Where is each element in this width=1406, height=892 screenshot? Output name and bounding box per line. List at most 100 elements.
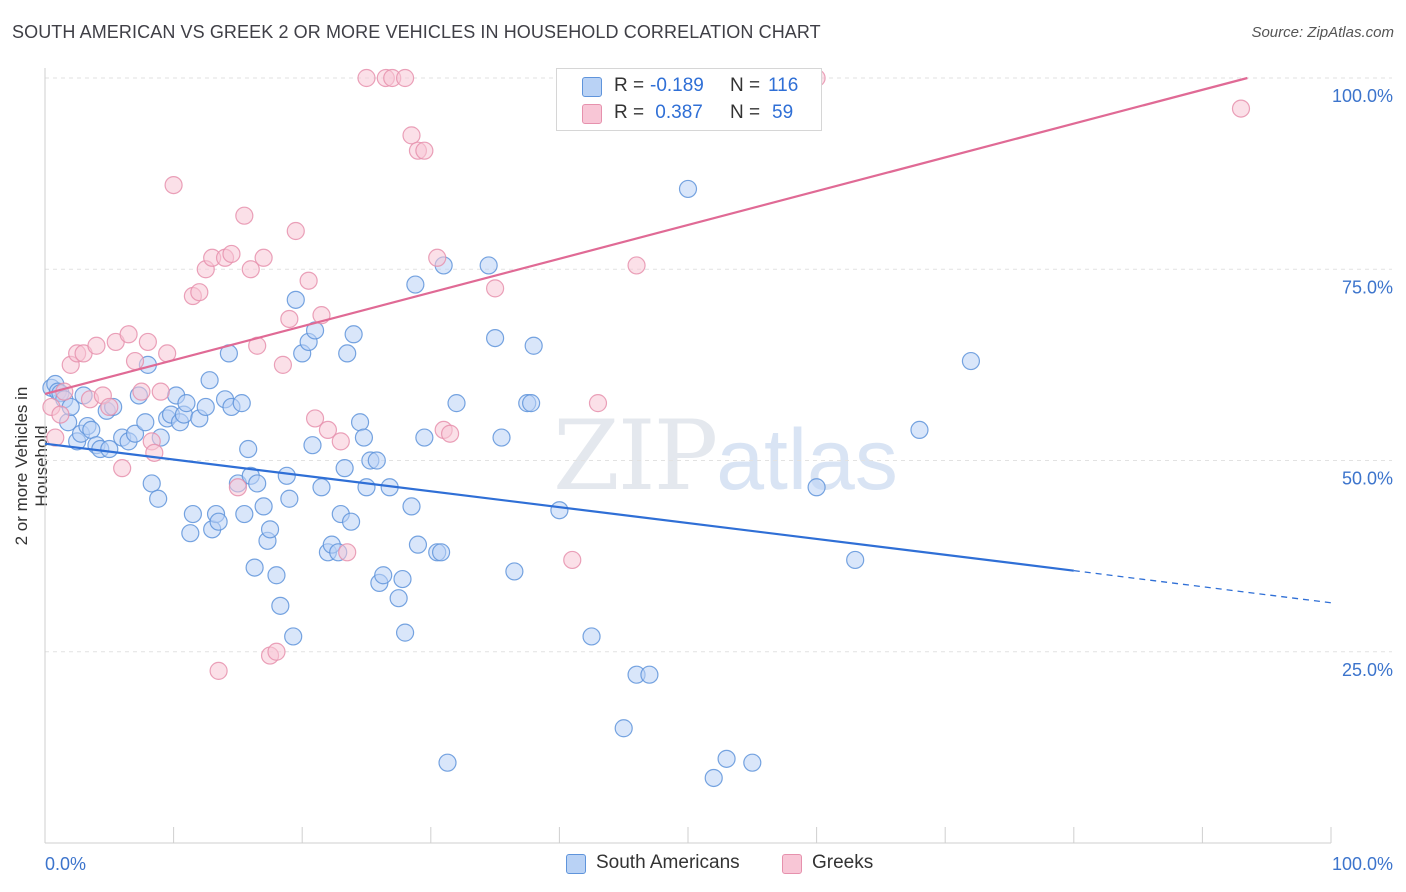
trend-lines [44,76,1332,604]
greek-point [46,428,65,447]
south-american-point [395,623,415,642]
south-american-point [522,394,541,413]
axes [44,68,1332,844]
south-american-point [200,371,219,390]
tick-labels: 25.0% 50.0% 75.0% 100.0% 0.0% 100.0% [45,86,1393,874]
greek-point [241,260,260,279]
watermark: ZIPatlas [553,400,898,512]
south-american-point [254,497,273,516]
greek-point [113,459,132,478]
greek-point [486,279,505,298]
greek-point [151,382,170,401]
y-tick-label-25: 25.0% [1342,660,1393,680]
x-tick-label-100: 100.0% [1332,854,1393,874]
south-american-point [303,436,322,455]
greek-point [440,424,460,443]
greek-point [87,336,106,355]
south-american-point [374,566,393,585]
south-american-point [678,179,698,199]
correlation-legend: R = -0.189 N = 116 R = 0.387 N = 59 [556,68,822,131]
south-american-point [312,478,331,497]
greek-point [280,309,299,329]
greek-point [209,661,228,680]
south-american-point [284,627,303,646]
y-tick-label-75: 75.0% [1342,277,1393,297]
south-american-point [235,504,254,524]
south-american-point [807,478,826,497]
south-american-point [367,451,386,470]
greek-swatch [582,104,602,124]
legend-n-label: N = [730,102,761,123]
south-american-point [100,439,119,459]
greek-point [222,244,241,264]
greek-point [563,550,582,570]
greek-point [428,248,447,267]
south-american-point [142,474,161,493]
south-american-point [271,596,290,615]
south-american-point [438,753,457,772]
greek-point [138,332,157,352]
south-american-point [239,439,258,459]
south-american-point [486,329,505,348]
south-american-point [640,665,659,684]
south-american-point [344,325,363,344]
legend-r-value: -0.189 [650,75,704,96]
south-american-point [406,275,425,294]
south-american-point [350,413,370,432]
south-american-point [341,512,361,531]
greek-point [627,256,646,275]
south-american-point [961,351,981,371]
south-american-point [277,466,296,485]
chart-title: SOUTH AMERICAN VS GREEK 2 OR MORE VEHICL… [12,22,821,42]
south-american-point [393,569,412,589]
greek-point [1231,99,1251,118]
greek-point [164,176,183,195]
south-american-point [232,394,251,413]
source-credit: Source: ZipAtlas.com [1251,24,1394,41]
greek-trend-line [44,76,1248,396]
greek-point [286,221,305,241]
legend-n-label: N = [730,75,761,96]
legend-r-label: R = [614,102,645,123]
south-american-trend-extension [1073,570,1332,604]
greek-point [318,420,338,439]
south-american-point [717,749,736,768]
greek-point [357,68,376,88]
south-american-point [431,543,451,562]
south-american-point [338,344,357,363]
south-american-swatch [566,854,586,874]
south-american-point [136,413,155,432]
south-american-point [181,524,200,543]
south-american-point [505,562,524,581]
south-american-point [149,489,168,508]
greek-point [51,405,70,424]
south-american-points [42,179,981,788]
greek-point [395,68,415,88]
south-american-point [196,397,215,417]
south-american-point [286,290,305,309]
south-american-point [402,497,421,516]
greek-point [267,642,286,661]
south-american-point [335,459,354,478]
greek-legend-label: Greeks [812,852,874,873]
greek-point [190,283,209,302]
south-american-point [245,558,264,577]
south-american-point [550,501,569,520]
greek-point [273,355,293,374]
south-american-swatch [582,77,602,97]
greek-point [55,382,74,401]
greek-point [402,126,421,145]
south-american-point [524,336,543,355]
greek-point [235,206,254,225]
greek-points [42,68,1251,680]
y-tick-label-50: 50.0% [1342,469,1393,489]
south-american-point [846,550,865,570]
legend-r-label: R = [614,75,645,96]
south-american-point [408,535,428,554]
south-american-point [354,428,374,447]
south-american-point [479,256,498,275]
south-american-legend-label: South Americans [596,852,740,873]
south-american-point [125,424,145,443]
greek-point [415,141,434,160]
